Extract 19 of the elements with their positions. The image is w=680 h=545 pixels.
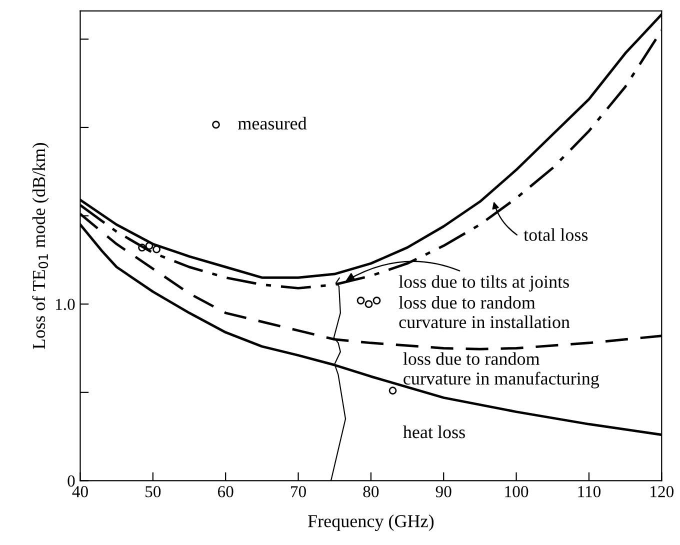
legend-label: measured — [238, 116, 307, 130]
y-tick-label: 1.0 — [56, 298, 75, 310]
annotation: loss due to random curvature in manufacturing — [403, 352, 600, 388]
annotation: loss due to tilts at joints — [398, 275, 569, 292]
x-tick-label: 100 — [505, 486, 528, 498]
annotation: total loss — [524, 228, 588, 241]
x-tick-label: 90 — [436, 486, 452, 498]
x-tick-label: 60 — [218, 486, 234, 498]
x-tick-label: 70 — [291, 486, 306, 498]
x-tick-label: 50 — [146, 486, 161, 498]
x-axis-title: Frequency (GHz) — [308, 514, 434, 531]
annotation: heat loss — [403, 426, 465, 438]
x-tick-label: 80 — [363, 486, 379, 498]
annotation: loss due to random curvature in installation — [398, 296, 570, 328]
x-tick-label: 40 — [72, 486, 88, 498]
x-tick-label: 120 — [650, 486, 674, 498]
x-tick-label: 110 — [578, 486, 601, 498]
y-axis-title: Loss of TE$_{01}$ mode (dB/km) — [32, 143, 49, 350]
y-tick-label: 0 — [68, 475, 75, 487]
